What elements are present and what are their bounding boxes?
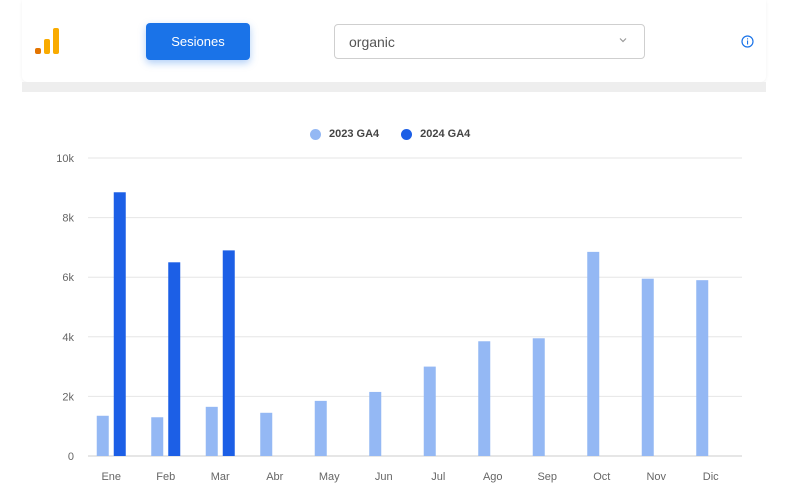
sesiones-button[interactable]: Sesiones [146, 23, 250, 60]
bar-2023-ago [478, 341, 491, 456]
bar-2023-oct [587, 251, 600, 456]
y-tick-label: 6k [62, 272, 74, 284]
y-tick-label: 2k [62, 391, 74, 403]
y-tick-label: 0 [68, 451, 74, 463]
legend-label-2023: 2023 GA4 [329, 128, 380, 140]
x-tick-label: Ene [101, 471, 121, 483]
x-tick-label: Ago [483, 471, 503, 483]
y-tick-label: 8k [62, 213, 74, 225]
bar-2023-abr [260, 412, 273, 456]
legend-item-2024[interactable]: 2024 GA4 [401, 128, 470, 140]
bar-2023-may [314, 400, 327, 456]
bar-2023-nov [641, 278, 654, 456]
chevron-down-icon [619, 38, 627, 43]
x-tick-label: May [319, 471, 340, 483]
bar-2023-ene [96, 415, 109, 456]
x-tick-label: Abr [266, 471, 283, 483]
info-icon[interactable] [741, 35, 754, 48]
bar-2023-sep [532, 338, 545, 456]
x-tick-label: Oct [593, 471, 610, 483]
x-tick-label: Mar [211, 471, 230, 483]
bar-2024-ene [113, 192, 126, 456]
bar-2024-mar [222, 250, 235, 456]
bar-2023-feb [151, 417, 164, 456]
x-tick-label: Dic [703, 471, 719, 483]
x-tick-label: Jul [431, 471, 445, 483]
legend-item-2023[interactable]: 2023 GA4 [310, 128, 379, 140]
x-tick-label: Sep [537, 471, 557, 483]
legend-dot-2024 [401, 128, 413, 140]
x-tick-label: Jun [375, 471, 393, 483]
chart-legend: 2023 GA4 2024 GA4 [310, 127, 492, 141]
section-separator [22, 82, 766, 92]
x-tick-label: Nov [646, 471, 666, 483]
legend-dot-2023 [310, 128, 321, 140]
bar-2023-mar [205, 406, 218, 456]
y-tick-label: 4k [62, 332, 74, 344]
y-tick-label: 10k [56, 153, 74, 165]
source-select-value: organic [349, 33, 395, 50]
bar-2024-feb [168, 262, 181, 456]
bar-2023-jun [369, 391, 382, 456]
bar-2023-jul [423, 366, 436, 456]
legend-label-2024: 2024 GA4 [420, 128, 471, 140]
bar-2023-dic [696, 280, 709, 456]
x-tick-label: Feb [156, 471, 175, 483]
analytics-logo-icon [35, 28, 59, 54]
source-select[interactable]: organic [334, 24, 645, 59]
